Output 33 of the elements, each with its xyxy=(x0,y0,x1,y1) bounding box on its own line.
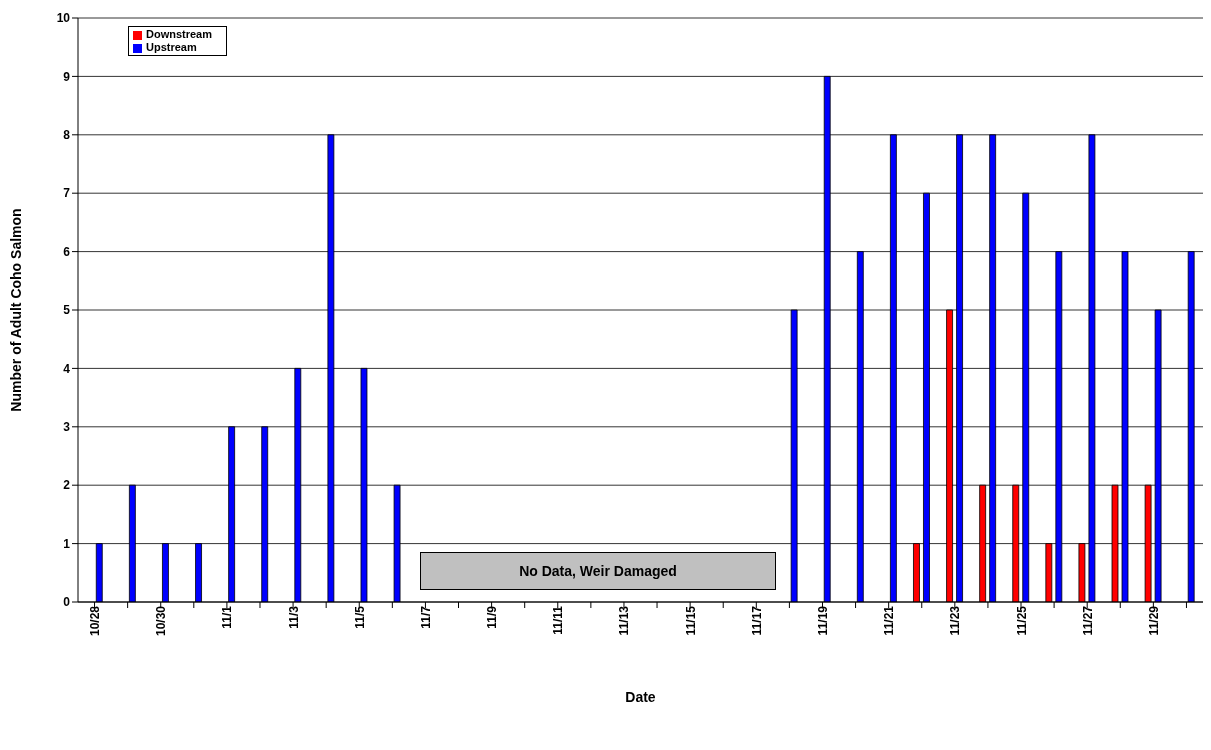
legend-label: Upstream xyxy=(146,41,197,53)
x-tick-label: 11/27 xyxy=(1080,605,1095,636)
y-tick-label: 6 xyxy=(63,244,71,259)
y-tick-label: 0 xyxy=(63,595,71,610)
y-tick-label: 1 xyxy=(63,536,71,551)
x-tick-label: 11/1 xyxy=(220,605,235,629)
x-tick-label: 11/21 xyxy=(882,605,897,636)
y-tick-label: 10 xyxy=(56,11,71,26)
y-tick-label: 8 xyxy=(63,128,71,143)
x-tick-label: 11/3 xyxy=(286,605,301,629)
x-tick-label: 11/5 xyxy=(352,605,367,629)
y-tick-label: 7 xyxy=(63,186,71,201)
y-tick-label: 2 xyxy=(63,478,71,493)
y-axis-title: Number of Adult Coho Salmon xyxy=(7,208,24,412)
y-tick-label: 4 xyxy=(63,361,71,376)
x-tick-label: 11/15 xyxy=(683,605,698,636)
x-tick-label: 11/9 xyxy=(485,605,500,629)
x-tick-label: 11/25 xyxy=(1014,605,1029,636)
x-tick-label: 11/11 xyxy=(551,605,566,635)
legend-label: Downstream xyxy=(146,28,213,40)
x-tick-label: 10/28 xyxy=(88,605,103,637)
x-tick-label: 11/17 xyxy=(749,605,764,636)
y-tick-label: 9 xyxy=(63,69,71,84)
x-tick-label: 11/29 xyxy=(1146,605,1161,636)
x-tick-label: 11/19 xyxy=(816,605,831,636)
x-tick-label: 11/23 xyxy=(948,605,963,636)
x-tick-label: 10/30 xyxy=(154,605,169,637)
x-tick-label: 11/7 xyxy=(418,605,433,629)
y-tick-label: 3 xyxy=(63,420,71,435)
x-tick-label: 11/13 xyxy=(617,605,632,636)
y-tick-label: 5 xyxy=(63,303,71,318)
annotation: No Data, Weir Damaged xyxy=(519,563,677,579)
x-axis-title: Date xyxy=(625,689,656,705)
